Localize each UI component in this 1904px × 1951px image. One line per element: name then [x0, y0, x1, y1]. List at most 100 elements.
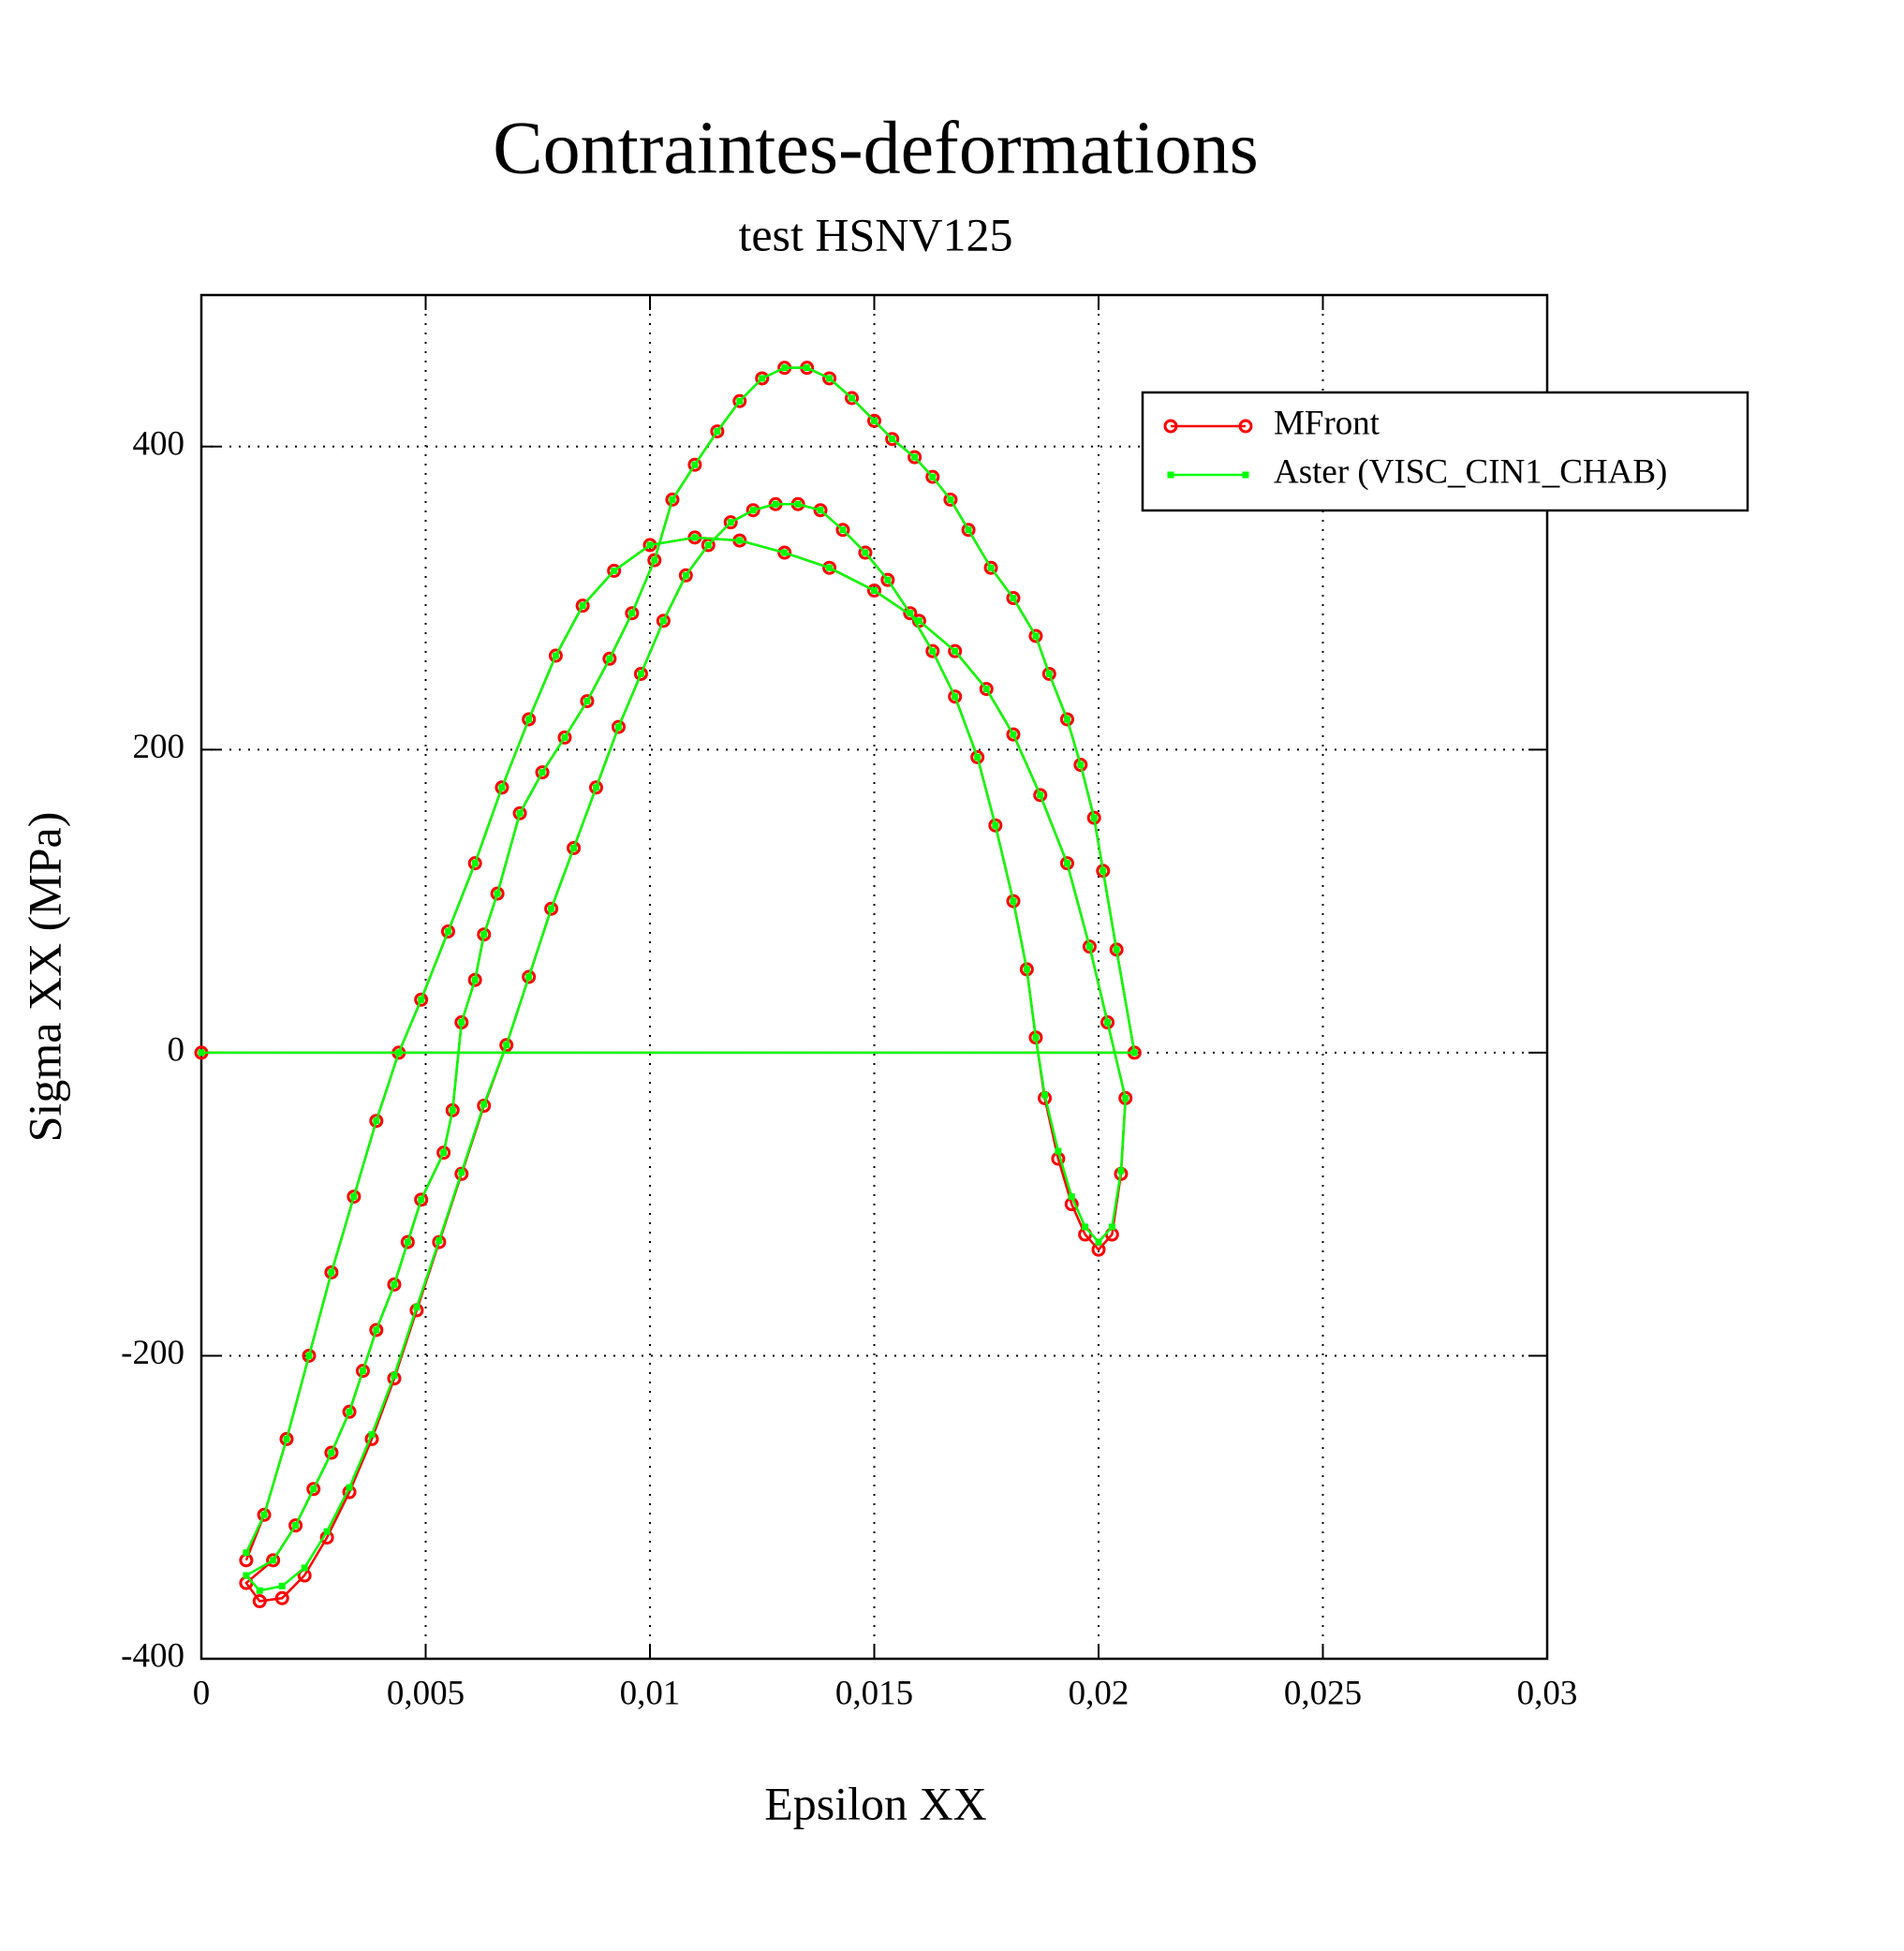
- marker: [458, 1019, 465, 1027]
- marker: [323, 1528, 331, 1535]
- legend-marker: [1167, 471, 1174, 479]
- marker: [1010, 595, 1017, 602]
- marker: [867, 413, 881, 428]
- marker: [454, 1166, 469, 1181]
- marker: [413, 1304, 421, 1311]
- marker: [414, 992, 429, 1007]
- x-tick-label: 0,005: [387, 1674, 465, 1712]
- marker: [580, 694, 595, 709]
- marker: [471, 860, 479, 867]
- marker: [449, 1106, 456, 1114]
- marker: [835, 523, 850, 538]
- marker: [522, 712, 537, 727]
- marker: [992, 821, 999, 829]
- marker: [880, 572, 895, 587]
- marker: [691, 534, 699, 541]
- marker: [301, 1564, 308, 1572]
- plot-frame: [199, 293, 1549, 1661]
- marker: [755, 371, 770, 386]
- marker: [1085, 943, 1093, 951]
- marker: [548, 905, 555, 912]
- marker: [1037, 791, 1044, 799]
- y-tick-label: 200: [133, 728, 185, 766]
- marker: [607, 563, 622, 578]
- y-tick-label: -400: [121, 1636, 184, 1675]
- marker: [477, 1099, 492, 1114]
- marker: [494, 780, 509, 795]
- marker: [781, 549, 789, 556]
- marker: [611, 567, 618, 574]
- marker: [659, 617, 667, 625]
- marker: [525, 716, 533, 723]
- marker: [1010, 897, 1017, 905]
- marker: [324, 1264, 339, 1279]
- x-tick-label: 0,025: [1284, 1674, 1362, 1712]
- marker: [579, 602, 586, 610]
- marker: [369, 1114, 384, 1129]
- marker: [512, 806, 527, 820]
- marker: [1032, 632, 1040, 640]
- chart-title: Contraintes-deformations: [493, 107, 1259, 189]
- marker: [903, 606, 918, 621]
- marker: [494, 890, 501, 897]
- legend-box: [1141, 391, 1749, 512]
- marker: [983, 560, 998, 575]
- marker: [557, 730, 572, 745]
- marker: [974, 753, 982, 761]
- marker: [306, 1482, 321, 1497]
- marker: [503, 1042, 510, 1049]
- marker: [243, 1572, 250, 1579]
- marker: [1068, 1193, 1075, 1201]
- marker: [1063, 860, 1070, 867]
- marker: [467, 856, 482, 871]
- marker: [498, 784, 506, 791]
- marker: [710, 424, 725, 439]
- marker: [414, 1192, 429, 1207]
- marker: [1095, 1238, 1102, 1246]
- marker: [369, 1323, 384, 1338]
- marker: [727, 519, 734, 526]
- marker: [305, 1352, 313, 1359]
- marker: [368, 1431, 376, 1439]
- marker: [1041, 1091, 1049, 1099]
- marker: [310, 1485, 317, 1493]
- marker: [965, 526, 972, 534]
- marker: [1045, 670, 1053, 677]
- marker: [723, 515, 738, 530]
- marker: [525, 973, 533, 981]
- marker: [516, 809, 524, 817]
- marker: [651, 556, 658, 564]
- marker: [1059, 856, 1074, 871]
- marker: [625, 606, 640, 621]
- marker: [260, 1511, 268, 1518]
- marker: [804, 364, 811, 372]
- x-tick-label: 0,02: [1069, 1674, 1129, 1712]
- marker: [270, 1557, 277, 1564]
- marker: [350, 1193, 358, 1201]
- marker: [678, 568, 693, 583]
- marker: [1130, 1049, 1138, 1057]
- marker: [404, 1238, 411, 1246]
- legend-label: MFront: [1274, 404, 1380, 442]
- marker: [637, 670, 644, 677]
- marker: [885, 432, 900, 447]
- series-line: [201, 366, 1136, 1603]
- marker: [952, 693, 959, 701]
- marker: [347, 1190, 362, 1205]
- marker: [561, 733, 568, 741]
- marker: [1006, 727, 1021, 742]
- marker: [1090, 814, 1098, 821]
- marker: [480, 1101, 488, 1108]
- marker: [575, 599, 590, 613]
- marker: [602, 651, 617, 666]
- y-axis-label: Sigma XX (MPa): [18, 812, 70, 1143]
- marker: [822, 560, 837, 575]
- marker: [745, 503, 760, 518]
- y-tick-label: 400: [133, 424, 185, 463]
- marker: [1100, 1015, 1115, 1030]
- marker: [471, 976, 479, 983]
- marker: [948, 689, 963, 704]
- marker: [583, 698, 591, 705]
- marker: [544, 901, 559, 916]
